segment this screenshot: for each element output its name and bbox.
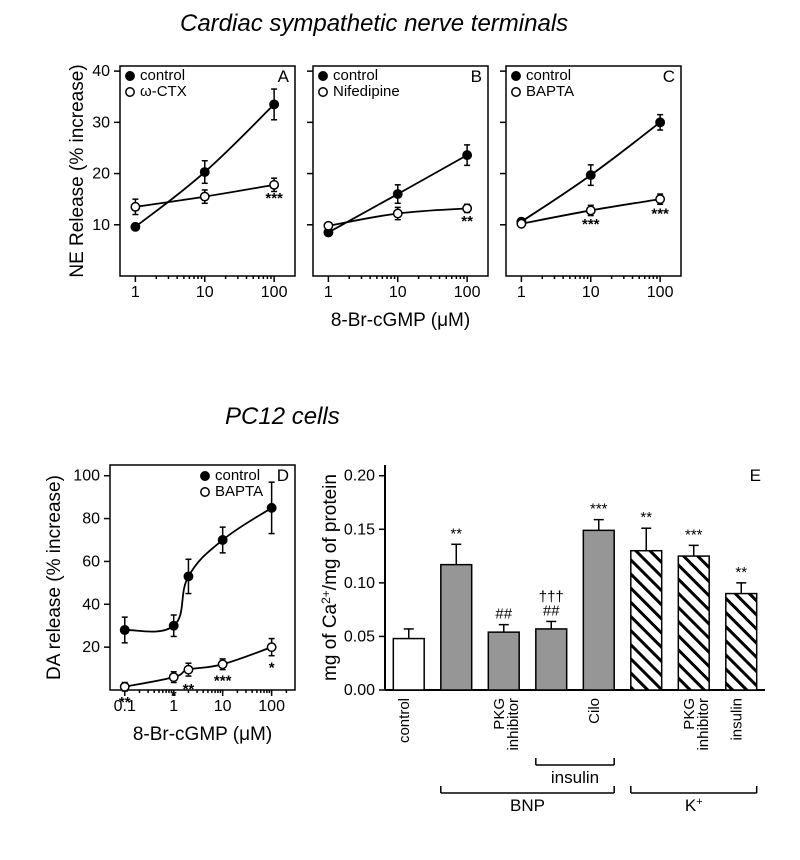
svg-text:100: 100	[73, 468, 100, 485]
svg-text:BNP: BNP	[510, 796, 545, 815]
svg-text:8-Br-cGMP (μM): 8-Br-cGMP (μM)	[331, 310, 470, 331]
svg-text:20: 20	[82, 639, 100, 656]
svg-text:control: control	[526, 67, 571, 84]
svg-text:0.15: 0.15	[344, 521, 375, 538]
svg-text:BAPTA: BAPTA	[215, 483, 263, 500]
svg-text:insulin: insulin	[728, 698, 745, 741]
svg-text:mg of Ca2+/mg of protein: mg of Ca2+/mg of protein	[319, 474, 341, 681]
top-row-panels: 11010010203040***controlω-CTXA110100**co…	[65, 46, 785, 376]
svg-text:***: ***	[685, 526, 703, 543]
svg-text:Cilo: Cilo	[586, 698, 603, 724]
svg-text:***: ***	[214, 672, 232, 689]
svg-text:A: A	[278, 67, 290, 86]
svg-text:1: 1	[324, 284, 333, 301]
svg-text:Nifedipine: Nifedipine	[333, 83, 400, 100]
svg-text:NE Release (% increase): NE Release (% increase)	[67, 64, 88, 277]
svg-text:control: control	[333, 67, 378, 84]
svg-text:ω-CTX: ω-CTX	[140, 83, 187, 100]
svg-text:##: ##	[495, 606, 512, 623]
svg-text:80: 80	[82, 511, 100, 528]
svg-text:30: 30	[92, 114, 110, 131]
svg-text:***: ***	[582, 216, 600, 233]
svg-text:inhibitor: inhibitor	[505, 698, 522, 751]
svg-text:inhibitor: inhibitor	[695, 698, 712, 751]
svg-text:**: **	[735, 564, 747, 581]
svg-text:100: 100	[261, 284, 288, 301]
svg-text:DA release (% increase): DA release (% increase)	[44, 475, 65, 680]
svg-text:C: C	[663, 67, 675, 86]
svg-text:8-Br-cGMP (μM): 8-Br-cGMP (μM)	[133, 724, 272, 745]
svg-text:1: 1	[517, 284, 526, 301]
title-bottom: PC12 cells	[225, 403, 340, 431]
svg-text:100: 100	[647, 284, 674, 301]
svg-text:10: 10	[196, 284, 214, 301]
svg-text:***: ***	[265, 190, 283, 207]
svg-text:0.20: 0.20	[344, 468, 375, 485]
svg-text:10: 10	[582, 284, 600, 301]
svg-text:40: 40	[92, 63, 110, 80]
svg-text:B: B	[471, 67, 482, 86]
svg-text:control: control	[215, 467, 260, 484]
svg-text:control: control	[396, 698, 413, 743]
svg-text:***: ***	[590, 501, 608, 518]
svg-text:1: 1	[131, 284, 140, 301]
panel-e: 0.000.050.100.150.20control**##PKGinhibi…	[320, 440, 790, 860]
panel-d: 0.111010020406080100*********controlBAPT…	[40, 440, 350, 770]
svg-text:0.05: 0.05	[344, 628, 375, 645]
svg-text:40: 40	[82, 596, 100, 613]
svg-text:K+: K+	[685, 796, 703, 815]
svg-text:**: **	[640, 509, 652, 526]
svg-text:10: 10	[92, 217, 110, 234]
svg-text:60: 60	[82, 553, 100, 570]
svg-text:**: **	[119, 694, 131, 711]
svg-text:control: control	[140, 67, 185, 84]
svg-text:**: **	[461, 213, 473, 230]
svg-text:10: 10	[389, 284, 407, 301]
svg-text:***: ***	[651, 206, 669, 223]
svg-text:100: 100	[258, 698, 285, 715]
svg-text:*: *	[171, 687, 177, 704]
title-top: Cardiac sympathetic nerve terminals	[180, 10, 568, 38]
svg-text:0.00: 0.00	[344, 682, 375, 699]
svg-text:insulin: insulin	[551, 768, 599, 787]
svg-text:100: 100	[454, 284, 481, 301]
svg-text:BAPTA: BAPTA	[526, 83, 574, 100]
svg-text:E: E	[750, 466, 761, 485]
svg-text:*: *	[269, 660, 275, 677]
svg-text:**: **	[450, 525, 462, 542]
svg-text:0.10: 0.10	[344, 575, 375, 592]
svg-text:10: 10	[214, 698, 232, 715]
svg-text:D: D	[277, 466, 289, 485]
svg-text:**: **	[183, 681, 195, 698]
svg-text:##: ##	[543, 602, 560, 619]
svg-text:20: 20	[92, 166, 110, 183]
